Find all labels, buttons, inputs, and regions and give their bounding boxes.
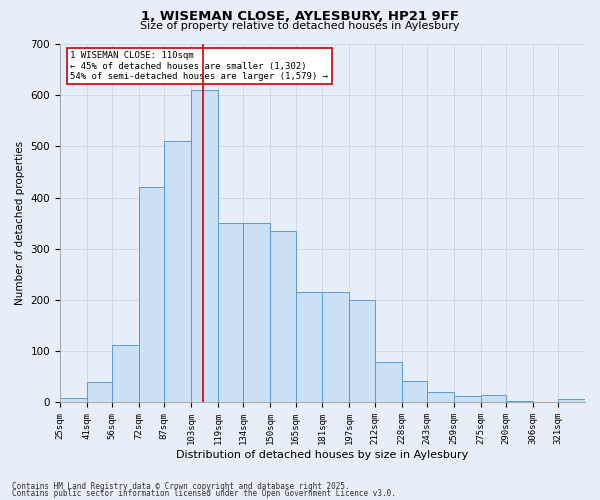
Y-axis label: Number of detached properties: Number of detached properties <box>15 141 25 306</box>
Bar <box>322 292 349 403</box>
Bar <box>558 400 585 402</box>
Bar <box>506 401 533 402</box>
Text: Contains public sector information licensed under the Open Government Licence v3: Contains public sector information licen… <box>12 489 396 498</box>
Bar <box>191 90 218 402</box>
Bar <box>401 381 427 402</box>
Bar <box>427 392 454 402</box>
Bar <box>349 300 374 402</box>
Bar <box>218 223 244 402</box>
Bar <box>164 142 191 402</box>
Text: Contains HM Land Registry data © Crown copyright and database right 2025.: Contains HM Land Registry data © Crown c… <box>12 482 350 491</box>
Bar <box>270 231 296 402</box>
Text: 1, WISEMAN CLOSE, AYLESBURY, HP21 9FF: 1, WISEMAN CLOSE, AYLESBURY, HP21 9FF <box>141 10 459 23</box>
Bar <box>374 362 401 403</box>
Bar <box>481 395 506 402</box>
Text: 1 WISEMAN CLOSE: 110sqm
← 45% of detached houses are smaller (1,302)
54% of semi: 1 WISEMAN CLOSE: 110sqm ← 45% of detache… <box>70 51 328 81</box>
Bar <box>139 188 164 402</box>
Bar <box>296 292 322 403</box>
Bar <box>60 398 87 402</box>
Bar <box>244 223 270 402</box>
Bar <box>454 396 481 402</box>
Text: Size of property relative to detached houses in Aylesbury: Size of property relative to detached ho… <box>140 21 460 31</box>
Bar <box>87 382 112 402</box>
X-axis label: Distribution of detached houses by size in Aylesbury: Distribution of detached houses by size … <box>176 450 469 460</box>
Bar <box>112 344 139 403</box>
